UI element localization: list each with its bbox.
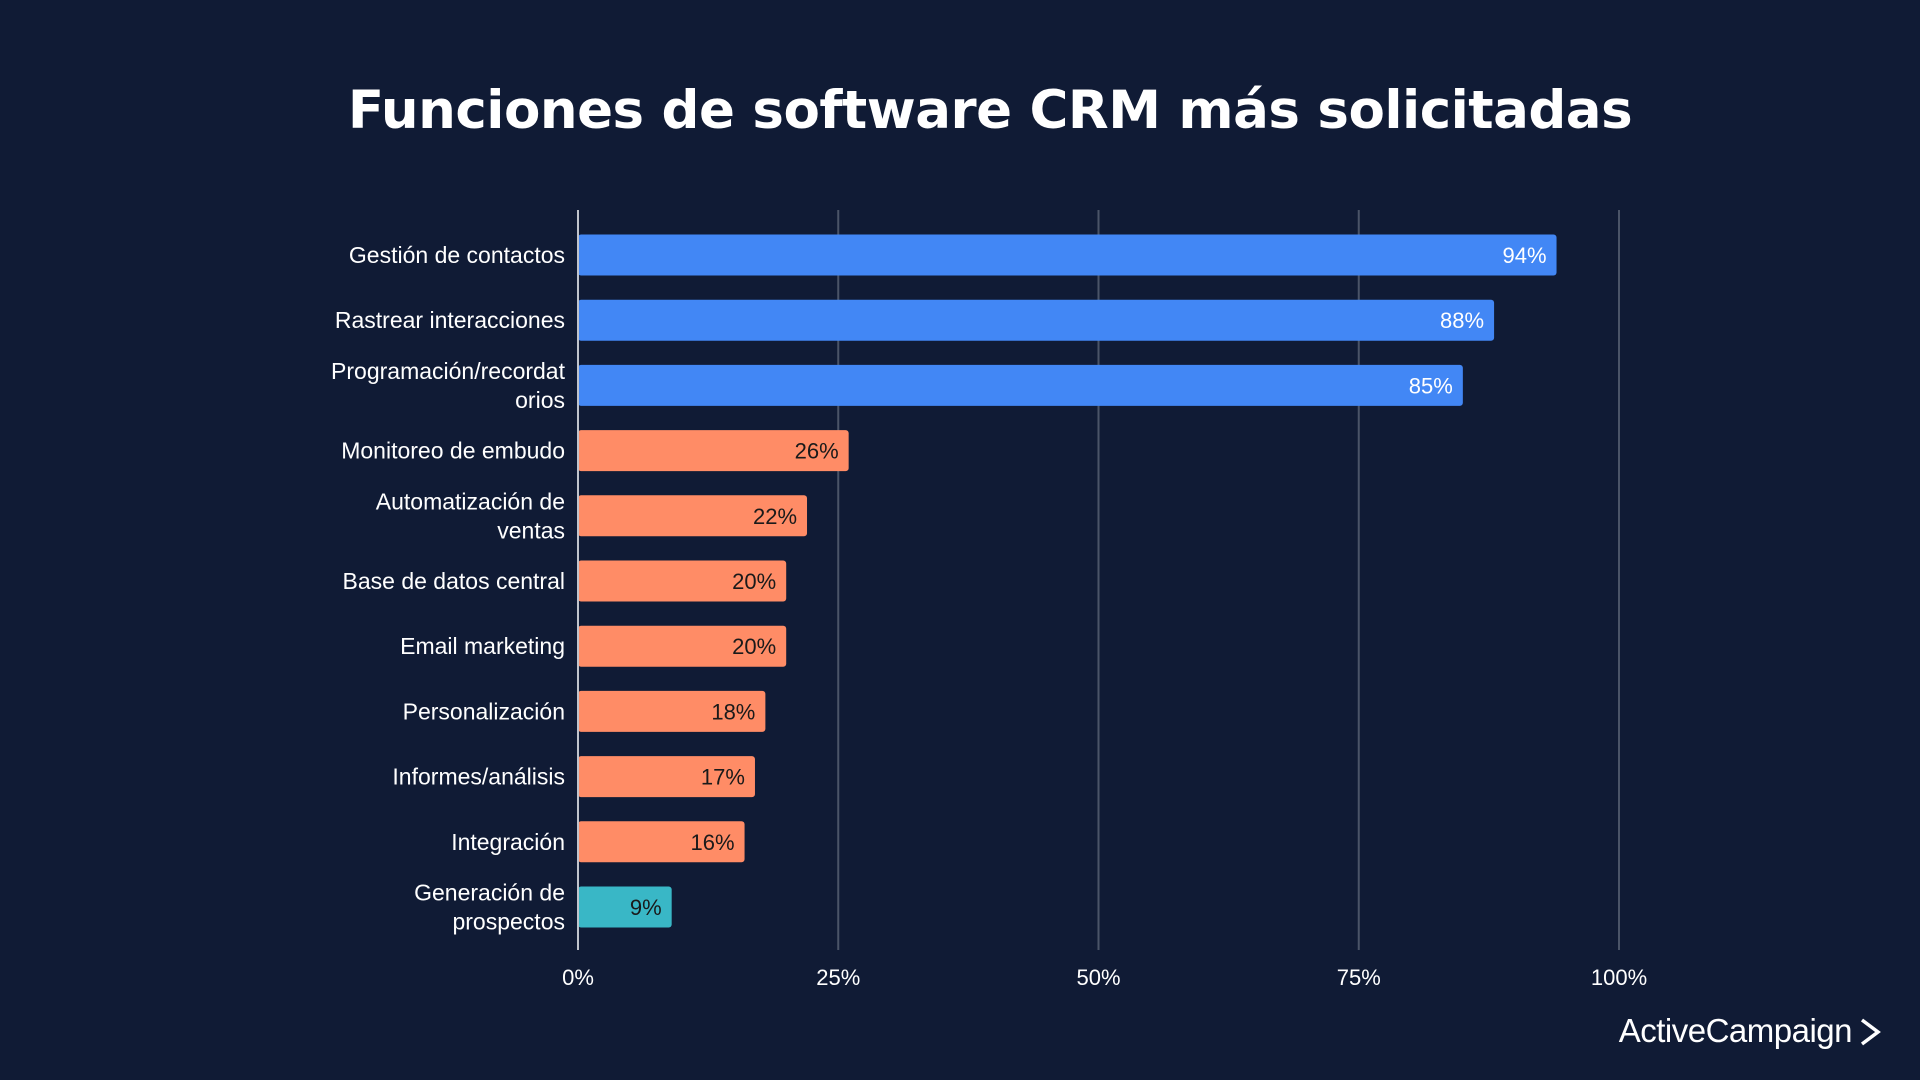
bar-value-label: 18% — [711, 699, 755, 724]
bar-value-label: 22% — [753, 504, 797, 529]
category-label: Base de datos central — [343, 568, 565, 594]
brand-logo: ActiveCampaign — [1619, 1012, 1882, 1050]
category-label: Programación/recordat — [331, 358, 566, 384]
bar-value-label: 16% — [691, 830, 735, 855]
bar-value-label: 85% — [1409, 373, 1453, 398]
bar — [578, 364, 1463, 406]
category-label: Email marketing — [400, 633, 565, 659]
category-label: ventas — [497, 517, 565, 543]
category-label: prospectos — [452, 909, 565, 935]
bar-value-label: 20% — [732, 569, 776, 594]
category-label: Personalización — [403, 698, 565, 724]
chart-title: Funciones de software CRM más solicitada… — [347, 80, 1633, 141]
bar — [578, 234, 1557, 276]
category-label: Generación de — [414, 880, 565, 906]
bar-value-label: 26% — [795, 439, 839, 464]
bar — [578, 886, 672, 928]
category-label: Monitoreo de embudo — [341, 438, 565, 464]
bar — [578, 299, 1495, 341]
bar — [578, 821, 745, 863]
x-tick-label: 25% — [816, 965, 860, 990]
x-tick-label: 100% — [1591, 965, 1647, 990]
category-label: Integración — [451, 829, 565, 855]
bar-value-label: 94% — [1502, 243, 1546, 268]
bar-value-label: 20% — [732, 634, 776, 659]
bar — [578, 690, 766, 732]
bar — [578, 560, 787, 602]
bar-value-label: 17% — [701, 765, 745, 790]
bar — [578, 625, 787, 667]
bar — [578, 756, 755, 798]
category-label: Rastrear interacciones — [335, 307, 565, 333]
chevron-right-icon — [1860, 1018, 1881, 1046]
category-label: Automatización de — [376, 488, 565, 514]
x-tick-label: 75% — [1337, 965, 1381, 990]
bar — [578, 495, 808, 537]
category-label: orios — [515, 387, 565, 413]
x-tick-label: 50% — [1076, 965, 1120, 990]
bar-value-label: 88% — [1440, 308, 1484, 333]
bar-value-label: 9% — [630, 895, 662, 920]
bar — [578, 430, 849, 472]
category-label: Gestión de contactos — [349, 242, 565, 268]
brand-logo-text: ActiveCampaign — [1618, 1012, 1853, 1049]
category-label: Informes/análisis — [392, 764, 565, 790]
x-tick-label: 0% — [562, 965, 594, 990]
